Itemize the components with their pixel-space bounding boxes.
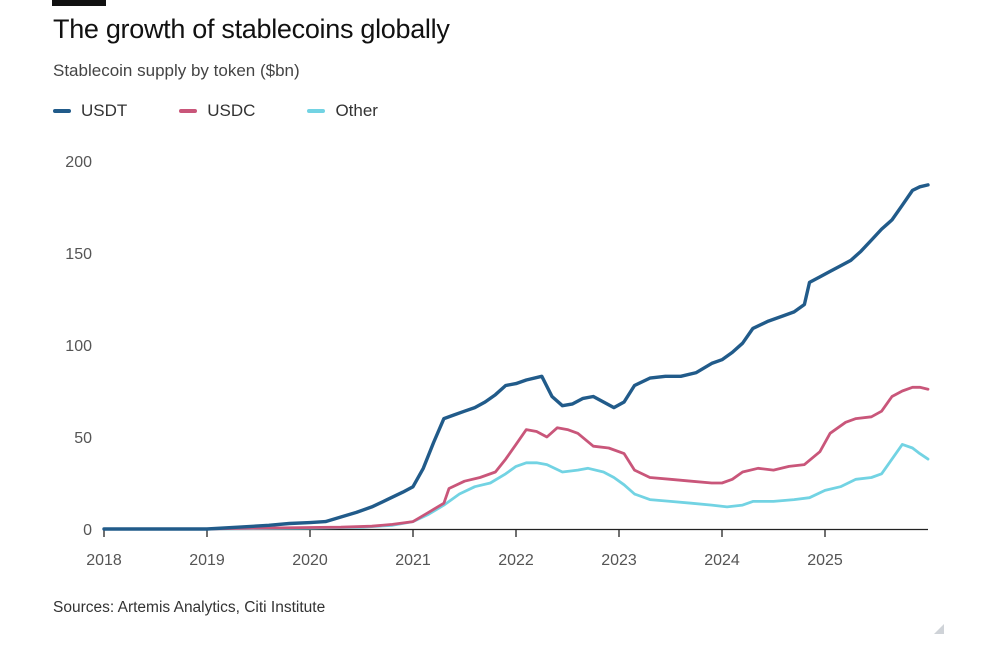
x-tick-label-2024: 2024 [704, 552, 740, 569]
legend-label-other: Other [335, 101, 378, 120]
legend-item-other: Other [307, 101, 378, 121]
legend: USDT USDC Other [53, 101, 430, 121]
x-tick-label-2023: 2023 [601, 552, 637, 569]
x-tick-label-2021: 2021 [395, 552, 431, 569]
x-tick-label-2025: 2025 [807, 552, 843, 569]
line-chart: 0 50 100 150 200 2018 2019 2020 2021 2022 2023 2024… [65, 154, 930, 569]
y-tick-label-150: 150 [65, 246, 92, 263]
y-tick-label-50: 50 [74, 430, 92, 447]
series-line-other [102, 443, 930, 531]
x-tick-label-2022: 2022 [498, 552, 534, 569]
x-tick-label-2020: 2020 [292, 552, 328, 569]
legend-swatch-other [307, 109, 326, 113]
legend-swatch-usdt [53, 109, 71, 113]
y-tick-label-200: 200 [65, 154, 92, 171]
x-tick-label-2019: 2019 [189, 552, 225, 569]
series-line-usdc [102, 385, 930, 531]
y-tick-label-100: 100 [65, 338, 92, 355]
chart-subtitle: Stablecoin supply by token ($bn) [53, 61, 300, 80]
source-note: Sources: Artemis Analytics, Citi Institu… [53, 599, 326, 616]
corner-mark-icon [934, 624, 944, 634]
legend-label-usdc: USDC [207, 101, 256, 120]
legend-label-usdt: USDT [81, 101, 128, 120]
legend-swatch-usdc [179, 109, 198, 113]
series-line-usdt [102, 183, 930, 531]
y-tick-label-0: 0 [83, 522, 92, 539]
legend-item-usdc: USDC [179, 101, 255, 121]
x-tick-label-2018: 2018 [86, 552, 122, 569]
brand-bar [52, 0, 106, 6]
legend-item-usdt: USDT [53, 101, 127, 121]
chart-title: The growth of stablecoins globally [53, 14, 450, 44]
